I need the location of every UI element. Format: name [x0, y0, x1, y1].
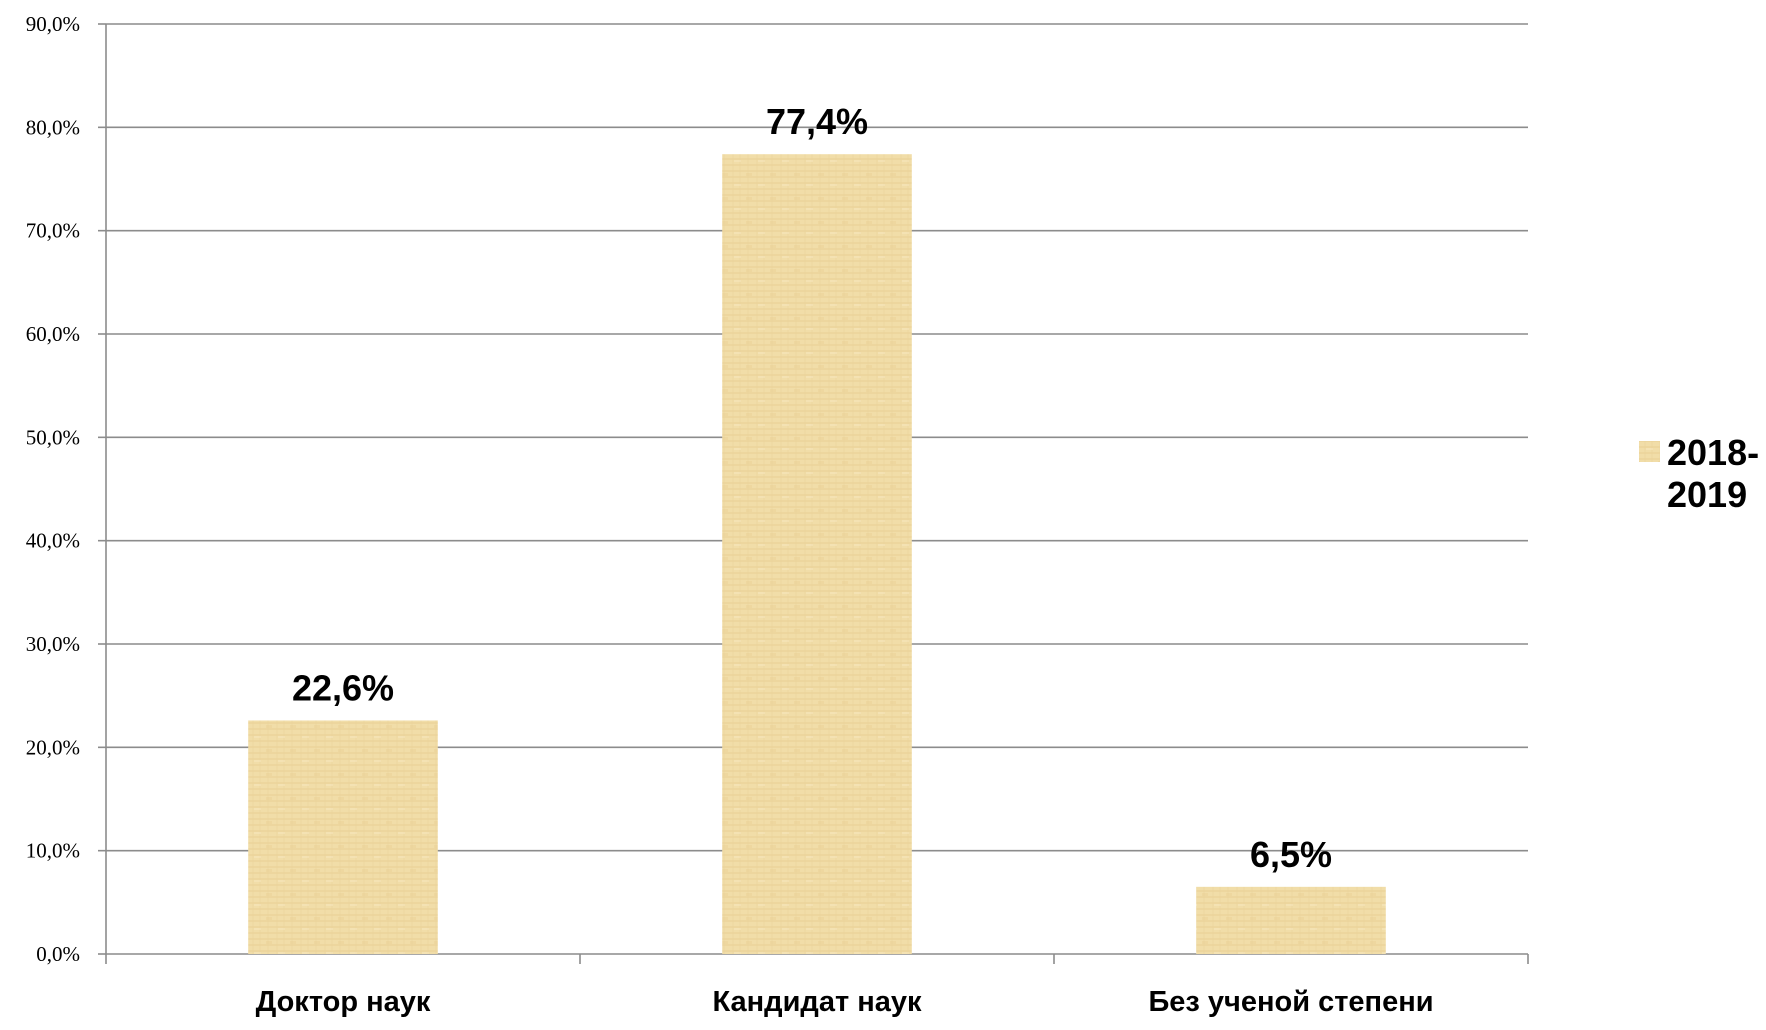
- bar-1: [722, 154, 912, 954]
- data-label-1: 77,4%: [766, 101, 868, 142]
- data-label-0: 22,6%: [292, 667, 394, 708]
- y-tick-label-2: 20,0%: [26, 735, 80, 759]
- x-category-label-0: Доктор наук: [256, 986, 431, 1018]
- y-tick-label-0: 0,0%: [36, 942, 80, 966]
- y-tick-label-3: 30,0%: [26, 632, 80, 656]
- y-tick-label-7: 70,0%: [26, 219, 80, 243]
- legend-label-line-2: 2019: [1667, 474, 1747, 515]
- legend-label-line-1: 2018-: [1667, 432, 1759, 473]
- bars: [248, 154, 1386, 954]
- data-label-2: 6,5%: [1250, 834, 1332, 875]
- x-category-label-2: Без ученой степени: [1148, 986, 1433, 1018]
- y-tick-label-1: 10,0%: [26, 839, 80, 863]
- y-tick-label-6: 60,0%: [26, 322, 80, 346]
- legend: 2018- 2019: [1639, 432, 1766, 515]
- y-tick-label-9: 90,0%: [26, 12, 80, 36]
- legend-label: 2018- 2019: [1667, 432, 1766, 515]
- bar-2: [1196, 886, 1386, 954]
- legend-swatch: [1639, 441, 1660, 462]
- bar-0: [248, 720, 438, 954]
- x-category-label-1: Кандидат наук: [712, 986, 922, 1018]
- y-tick-label-5: 50,0%: [26, 425, 80, 449]
- data-labels: 22,6% 77,4% 6,5%: [292, 101, 1332, 875]
- y-tick-label-4: 40,0%: [26, 529, 80, 553]
- y-tick-label-8: 80,0%: [26, 115, 80, 139]
